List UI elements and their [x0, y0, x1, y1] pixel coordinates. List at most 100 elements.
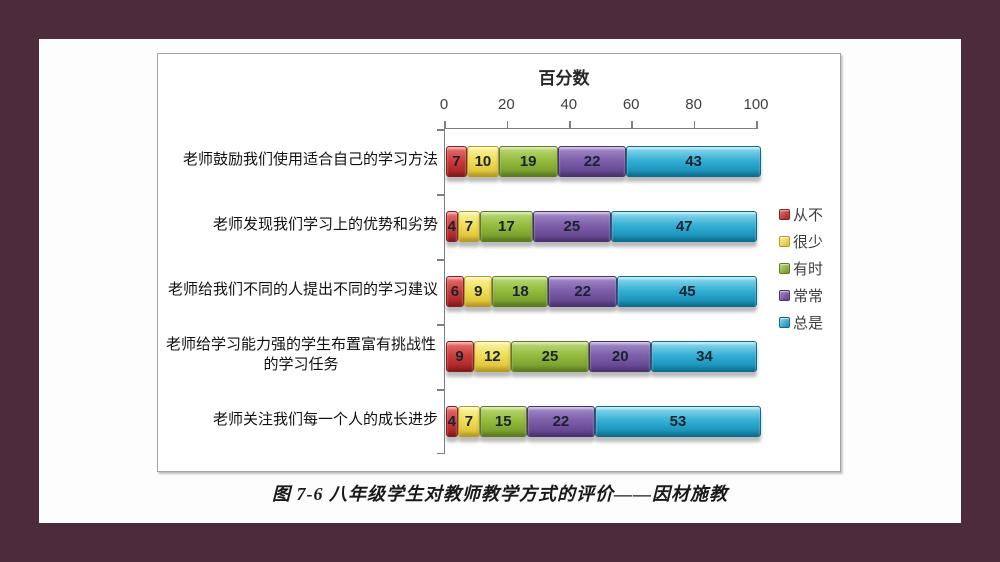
category-labels: 老师鼓励我们使用适合自己的学习方法老师发现我们学习上的优势和劣势老师给我们不同的…: [160, 128, 438, 453]
bar-value-label: 7: [464, 218, 474, 235]
bar-segment-总是: 34: [651, 341, 758, 372]
legend-swatch-很少: [779, 236, 790, 247]
legend-item-很少: 很少: [779, 228, 823, 255]
x-axis-tick-label: 20: [498, 96, 515, 113]
category-label: 老师给学习能力强的学生布置富有挑战性的学习任务: [160, 323, 438, 388]
y-axis-tick-mark: [437, 452, 444, 454]
legend-item-总是: 总是: [779, 309, 823, 336]
bar-value-label: 9: [474, 283, 483, 300]
legend-swatch-总是: [779, 317, 790, 328]
bar-value-label: 25: [563, 218, 581, 235]
y-axis-tick-mark: [437, 389, 444, 391]
x-axis-tick-label: 60: [622, 96, 640, 113]
bar-value-label: 34: [696, 348, 713, 365]
legend-item-从不: 从不: [779, 201, 823, 228]
bar-segment-常常: 22: [526, 406, 596, 437]
bar-value-label: 10: [474, 153, 492, 170]
category-label-text: 老师关注我们每一个人的成长进步: [212, 411, 438, 428]
bar-segment-有时: 18: [492, 276, 549, 307]
legend-item-常常: 常常: [779, 282, 823, 309]
bar-value-label: 17: [497, 218, 515, 235]
bar-value-label: 22: [552, 413, 570, 430]
legend-label: 有时: [793, 262, 824, 278]
figure-caption: 图 7-6 八年级学生对教师教学方式的评价——因材施教: [272, 484, 728, 504]
plot-area: 7 10 19 22 43 4 7 17 25 47 6 9 18 22 45 9 12 25 20 34 4 7 15 22…: [437, 121, 761, 454]
bar-segment-有时: 17: [479, 211, 533, 242]
category-label-text: 老师鼓励我们使用适合自己的学习方法: [182, 151, 438, 168]
category-label-text: 老师发现我们学习上的优势和劣势: [212, 216, 438, 233]
bar-segment-常常: 25: [532, 211, 611, 242]
x-axis-tick-label: 0: [439, 96, 449, 113]
category-label: 老师发现我们学习上的优势和劣势: [160, 193, 438, 258]
bar-segment-常常: 22: [557, 146, 627, 177]
y-axis-tick-mark: [437, 129, 444, 131]
bar-value-label: 20: [611, 348, 629, 365]
legend: 从不很少有时常常总是: [779, 201, 823, 336]
chart-frame: 百分数 0 20 40 60 80 100 7 10 19 22 43 4 7 17 25 47 6 9 18 22…: [157, 53, 841, 472]
bar-segment-有时: 19: [498, 146, 558, 177]
category-label-text: 老师给我们不同的人提出不同的学习建议: [167, 281, 438, 298]
bar-row: 6 9 18 22 45: [445, 259, 758, 324]
chart-title: 百分数: [538, 69, 590, 88]
legend-label: 总是: [793, 316, 824, 332]
y-axis-tick-mark: [437, 324, 444, 326]
legend-swatch-常常: [779, 290, 790, 301]
bar-value-label: 6: [450, 283, 460, 300]
category-label: 老师给我们不同的人提出不同的学习建议: [160, 258, 438, 323]
y-axis-tick-mark: [437, 259, 444, 261]
bar-segment-总是: 45: [617, 276, 758, 307]
bar-value-label: 15: [494, 413, 512, 430]
bar-segment-很少: 10: [467, 146, 499, 177]
category-label: 老师关注我们每一个人的成长进步: [160, 388, 438, 453]
bar-value-label: 45: [678, 283, 696, 300]
bar-segment-有时: 15: [479, 406, 527, 437]
bar-value-label: 19: [519, 153, 537, 170]
bar-value-label: 12: [483, 348, 501, 365]
slide: 百分数 0 20 40 60 80 100 7 10 19 22 43 4 7 17 25 47 6 9 18 22…: [39, 39, 961, 523]
legend-item-有时: 有时: [779, 255, 823, 282]
bar-segment-从不: 7: [445, 146, 468, 177]
bar-row: 4 7 17 25 47: [445, 194, 758, 259]
bar-segment-很少: 12: [473, 341, 512, 372]
bar-value-label: 7: [464, 413, 474, 430]
bar-segment-从不: 9: [445, 341, 474, 372]
bar-value-label: 25: [541, 348, 559, 365]
bar-segment-很少: 7: [457, 406, 480, 437]
legend-label: 从不: [793, 208, 824, 224]
x-axis-tick-mark: [693, 121, 696, 128]
bar-value-label: 22: [583, 153, 601, 170]
bar-segment-有时: 25: [511, 341, 590, 372]
bar-value-label: 47: [675, 218, 693, 235]
bar-row: 4 7 15 22 53: [445, 389, 761, 454]
x-axis-tick-mark: [756, 121, 758, 128]
bar-segment-总是: 47: [610, 211, 758, 242]
bar-segment-很少: 9: [464, 276, 493, 307]
category-label: 老师鼓励我们使用适合自己的学习方法: [160, 128, 438, 193]
x-axis-tick-mark: [631, 121, 633, 128]
bar-row: 9 12 25 20 34: [445, 324, 758, 389]
legend-swatch-从不: [779, 209, 790, 220]
bar-segment-总是: 43: [626, 146, 761, 177]
bar-segment-常常: 22: [548, 276, 618, 307]
bar-segment-从不: 6: [445, 276, 465, 307]
bar-segment-常常: 20: [589, 341, 652, 372]
bar-value-label: 43: [685, 153, 702, 170]
legend-swatch-有时: [779, 263, 790, 274]
bar-segment-很少: 7: [457, 211, 480, 242]
bar-value-label: 18: [512, 283, 529, 300]
bar-value-label: 22: [574, 283, 592, 300]
bar-segment-从不: 4: [445, 211, 458, 242]
bar-value-label: 4: [447, 218, 456, 235]
legend-label: 很少: [793, 235, 824, 251]
legend-label: 常常: [793, 289, 824, 305]
bar-value-label: 4: [447, 413, 456, 430]
bar-value-label: 53: [669, 413, 687, 430]
x-axis-labels: 0 20 40 60 80 100: [440, 96, 769, 116]
bar-value-label: 7: [452, 153, 461, 170]
y-axis-tick-mark: [437, 194, 444, 196]
bar-value-label: 9: [455, 348, 464, 365]
x-axis-tick-mark: [444, 121, 446, 128]
x-axis-tick-label: 100: [743, 96, 769, 113]
bar-segment-总是: 53: [595, 406, 761, 437]
